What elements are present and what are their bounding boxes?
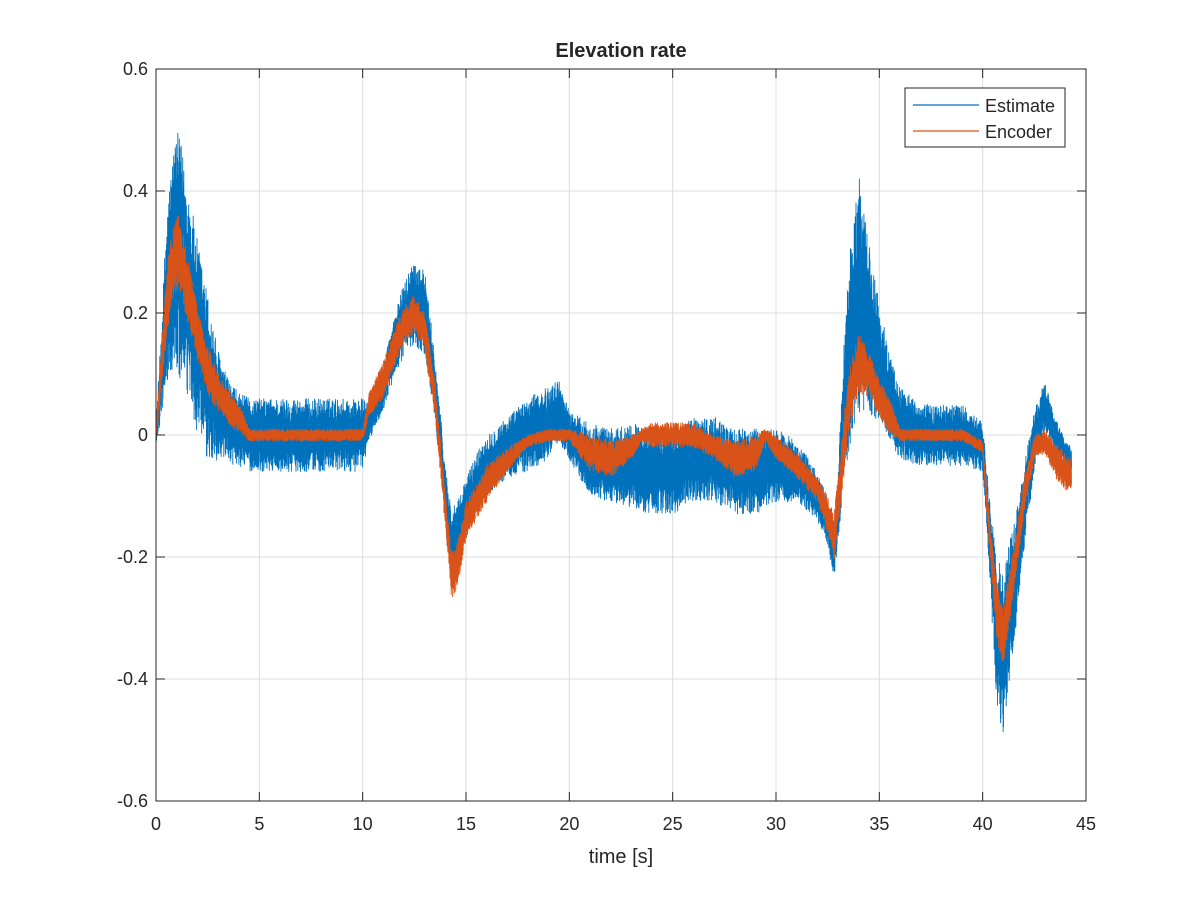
tick-labels: 0 5 10 15 20 25 30 35 40 45 -0.6 -0.4 -0.2 0 0.2 0.4 0.6 <box>117 59 1096 834</box>
ticks <box>155 68 1087 802</box>
x-tick-label: 0 <box>151 814 161 834</box>
x-tick-label: 5 <box>254 814 264 834</box>
y-tick-label: 0.2 <box>123 303 148 323</box>
series-encoder <box>156 215 1072 662</box>
legend-label-encoder: Encoder <box>985 122 1052 142</box>
x-tick-label: 40 <box>973 814 993 834</box>
legend-box <box>904 87 1066 148</box>
x-tick-label: 15 <box>456 814 476 834</box>
y-tick-label: 0.6 <box>123 59 148 79</box>
x-tick-label: 45 <box>1076 814 1096 834</box>
x-tick-label: 20 <box>559 814 579 834</box>
x-axis-label: time [s] <box>589 846 653 868</box>
x-tick-label: 10 <box>353 814 373 834</box>
legend-label-estimate: Estimate <box>985 96 1055 116</box>
x-tick-label: 25 <box>663 814 683 834</box>
y-tick-label: -0.2 <box>117 547 148 567</box>
legend[interactable]: Estimate Encoder <box>904 87 1066 148</box>
x-tick-label: 30 <box>766 814 786 834</box>
x-tick-label: 35 <box>869 814 889 834</box>
y-tick-label: -0.6 <box>117 791 148 811</box>
y-tick-label: -0.4 <box>117 669 148 689</box>
y-tick-label: 0.4 <box>123 181 148 201</box>
y-tick-label: 0 <box>138 425 148 445</box>
chart-title: Elevation rate <box>555 40 686 62</box>
series-layer <box>156 132 1072 733</box>
